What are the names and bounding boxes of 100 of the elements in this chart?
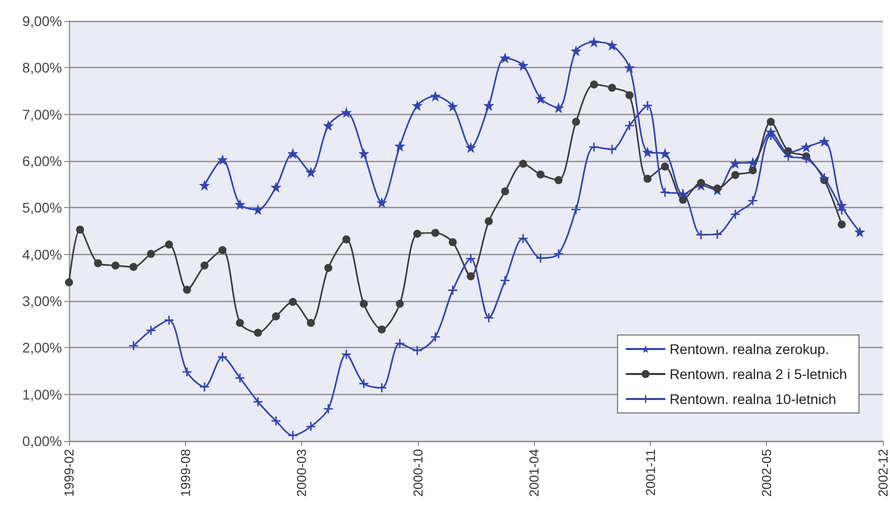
point [748, 196, 758, 206]
y-tick-label: 5,00% [22, 200, 62, 216]
point [642, 146, 654, 158]
point [731, 171, 740, 179]
point [165, 240, 174, 249]
point [234, 198, 246, 210]
point [466, 272, 475, 280]
point [448, 286, 458, 295]
point [800, 142, 812, 152]
point [660, 162, 669, 171]
y-tick-label: 0,00% [22, 433, 62, 449]
point [182, 367, 192, 376]
x-tick-label: 2002-12 [876, 449, 890, 497]
point [838, 220, 846, 228]
point [76, 226, 84, 234]
point [519, 160, 528, 168]
point [378, 325, 386, 334]
point [553, 102, 564, 114]
point [572, 118, 580, 126]
point [129, 341, 138, 350]
y-tick-label: 4,00% [22, 246, 62, 262]
point [377, 383, 386, 392]
point [536, 254, 546, 263]
point [288, 430, 298, 440]
point [94, 259, 102, 268]
point [536, 170, 545, 179]
point [252, 204, 264, 216]
x-tick-label: 2001-04 [526, 449, 542, 497]
legend-label: Rentown. realna 2 i 5-letnich [670, 366, 848, 382]
point [747, 156, 758, 168]
point [678, 196, 687, 204]
x-tick-label: 2000-10 [410, 449, 426, 497]
point [305, 166, 316, 178]
x-tick-label: 2002-05 [759, 449, 774, 497]
point [766, 118, 775, 126]
point [358, 148, 370, 160]
point [413, 230, 422, 238]
point [395, 338, 404, 348]
point [484, 313, 494, 322]
y-tick-label: 6,00% [22, 153, 62, 169]
point [484, 217, 493, 226]
point [518, 60, 529, 71]
point [570, 45, 582, 56]
x-tick-label: 1999-02 [62, 449, 76, 497]
point [730, 210, 740, 219]
point [218, 246, 226, 254]
point [287, 148, 298, 160]
point [112, 262, 120, 270]
point [183, 286, 192, 294]
point [412, 346, 422, 355]
point [342, 350, 351, 359]
point [253, 397, 262, 406]
point [324, 264, 332, 272]
point [590, 80, 598, 88]
point [608, 144, 617, 154]
point [500, 52, 511, 64]
point [216, 154, 228, 166]
legend-label: Rentown. realna 10-letnich [670, 391, 836, 407]
y-tick-label: 7,00% [22, 106, 62, 122]
point [306, 422, 316, 432]
point [448, 238, 457, 246]
point [784, 152, 793, 161]
point [447, 100, 458, 112]
point [518, 234, 528, 243]
point [818, 136, 830, 147]
point [198, 180, 210, 191]
point [626, 91, 634, 100]
point [396, 300, 404, 308]
x-tick-label: 2001-11 [642, 449, 658, 496]
point [431, 228, 440, 237]
point [254, 328, 262, 337]
point [340, 106, 352, 118]
point [802, 154, 811, 164]
x-tick-label: 1999-08 [178, 449, 193, 497]
point [412, 100, 423, 111]
point [270, 182, 282, 193]
point [465, 142, 476, 153]
point [535, 92, 546, 104]
point [200, 262, 208, 270]
y-tick-label: 1,00% [22, 386, 62, 402]
point [272, 312, 280, 320]
point [624, 62, 635, 74]
point [712, 230, 722, 239]
point [554, 176, 563, 184]
x-tick-label: 2000-03 [294, 449, 310, 497]
y-tick-label: 2,00% [22, 340, 62, 356]
point [130, 262, 138, 271]
point [466, 254, 476, 264]
y-tick-label: 3,00% [22, 293, 62, 309]
y-tick-label: 8,00% [22, 60, 62, 76]
point [854, 226, 866, 238]
point [430, 90, 441, 102]
point [644, 174, 652, 183]
point [360, 300, 368, 308]
point [322, 120, 334, 132]
point [65, 278, 73, 286]
point [483, 100, 494, 111]
point [713, 184, 722, 193]
point [697, 178, 706, 187]
point [288, 298, 297, 306]
